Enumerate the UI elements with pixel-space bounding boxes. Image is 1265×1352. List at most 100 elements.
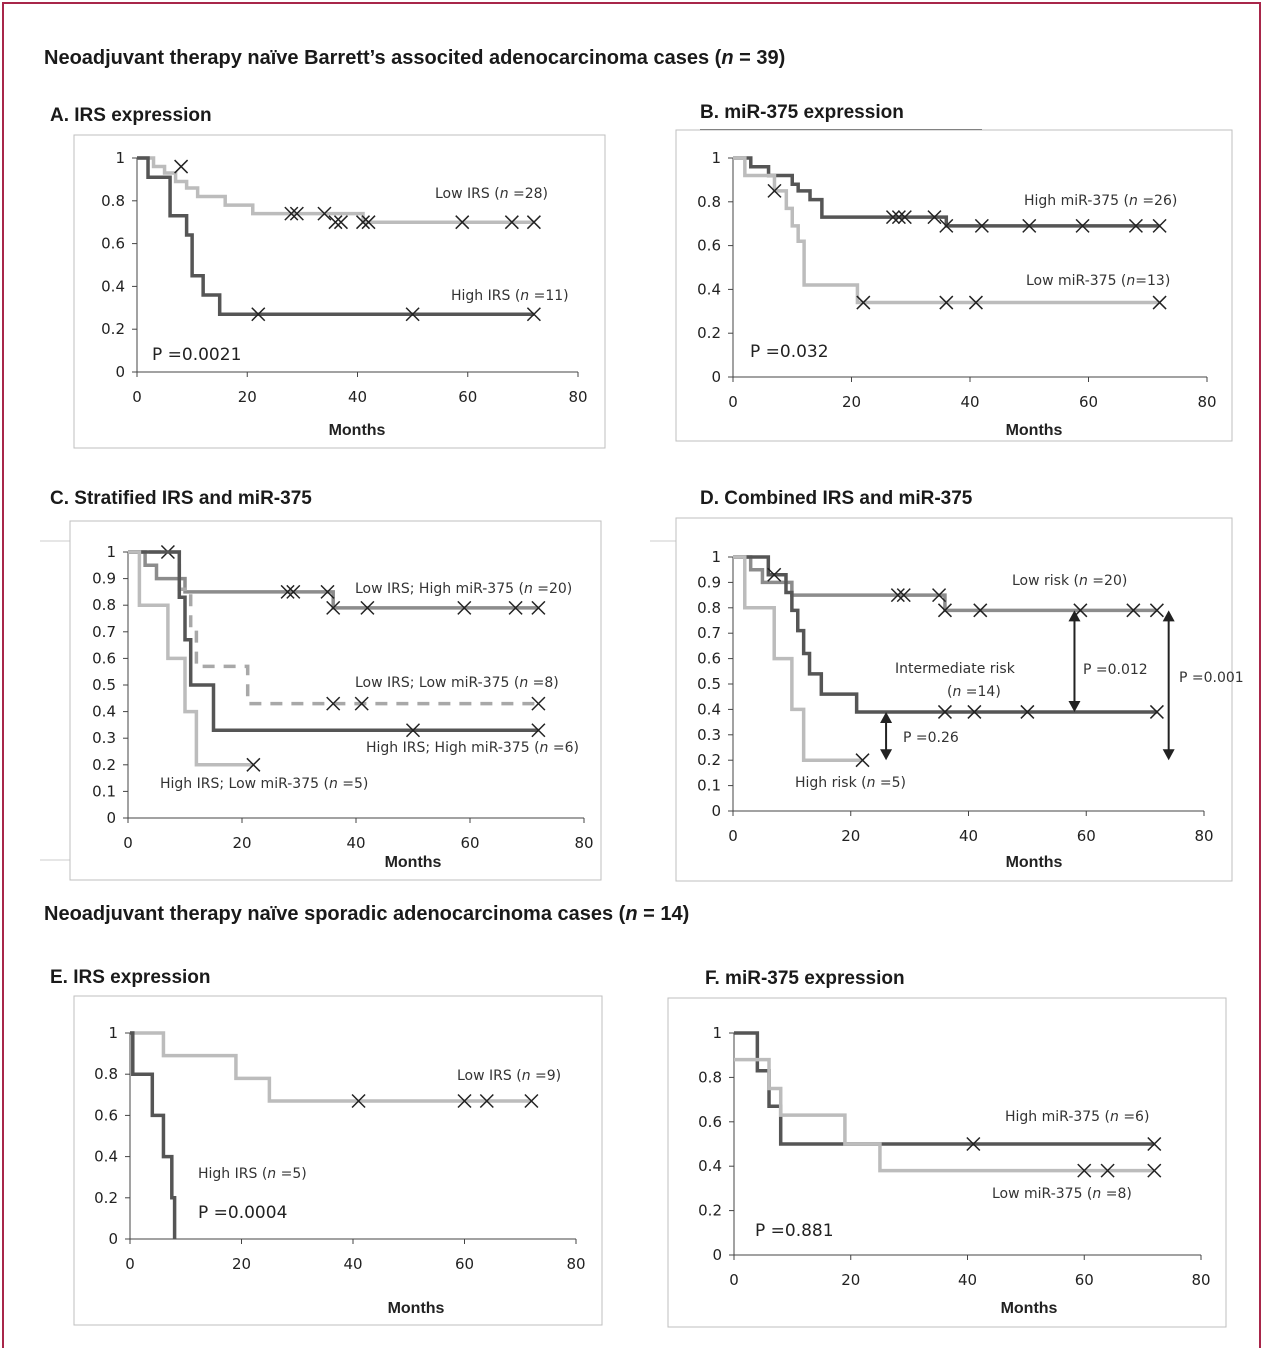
chart-b-censor-mark bbox=[939, 295, 954, 310]
chart-d-xtick-label: 60 bbox=[1077, 827, 1096, 845]
chart-b-censor-mark bbox=[856, 295, 871, 310]
chart-a-plot: 0 0.2 0.4 0.6 0.8 1 0 20 40 60 80 bbox=[101, 149, 587, 406]
chart-c-plot: 0 0.1 0.2 0.3 0.4 0.5 0.6 0.7 0.8 0.9 1 0 20 40 60 80 bbox=[92, 543, 593, 852]
chart-b-xtick-label: 80 bbox=[1197, 393, 1216, 411]
chart-c-xtick-label: 40 bbox=[346, 834, 365, 852]
chart-d-arrow-0 bbox=[880, 711, 893, 761]
chart-b-censor-mark bbox=[1075, 218, 1090, 233]
chart-c-series-3-line bbox=[128, 550, 254, 767]
chart-b-frame bbox=[675, 129, 1233, 442]
chart-d-ytick-label: 0.8 bbox=[697, 599, 721, 617]
chart-d-censor-mark bbox=[937, 603, 952, 618]
chart-f-label-low-mir: Low miR-375 (n =8) bbox=[992, 1186, 1132, 1202]
barretts-heading: Neoadjuvant therapy naïve Barrett’s asso… bbox=[44, 47, 786, 69]
chart-a-censor-mark bbox=[455, 215, 470, 230]
chart-d-ytick-label: 0.3 bbox=[697, 726, 721, 744]
chart-b-plot: 0 0.2 0.4 0.6 0.8 1 0 20 40 60 80 bbox=[697, 149, 1216, 411]
chart-d-xtick-label: 40 bbox=[959, 827, 978, 845]
chart-b-ytick-label: 0.8 bbox=[697, 193, 721, 211]
chart-c-xtick-label: 0 bbox=[123, 834, 133, 852]
chart-d-censor-mark bbox=[1149, 704, 1164, 719]
chart-f-censor-mark bbox=[966, 1136, 981, 1152]
chart-d-censor-mark bbox=[937, 704, 952, 719]
chart-a-censor-mark bbox=[284, 206, 299, 221]
chart-b-ytick-label: 0.4 bbox=[697, 280, 721, 298]
chart-b-ytick-label: 0.2 bbox=[697, 324, 721, 342]
chart-f-label-high-mir: High miR-375 (n =6) bbox=[1005, 1109, 1149, 1125]
chart-c-series-2-line bbox=[128, 550, 539, 732]
chart-a-xlabel: Months bbox=[329, 422, 386, 439]
chart-c-xtick-label: 60 bbox=[460, 834, 479, 852]
chart-d-censor-mark bbox=[1149, 603, 1164, 618]
chart-b-censor-mark bbox=[927, 210, 942, 225]
chart-e-pvalue: P =0.0004 bbox=[198, 1203, 287, 1223]
chart-a-ytick-label: 0.4 bbox=[101, 277, 125, 295]
chart-c-series-0-line bbox=[128, 550, 539, 610]
chart-d-xtick-label: 20 bbox=[841, 827, 860, 845]
chart-b-censor-mark bbox=[968, 295, 983, 310]
chart-a-xtick-label: 80 bbox=[568, 388, 587, 406]
chart-d-censor-mark bbox=[973, 603, 988, 618]
chart-f-ytick-label: 1 bbox=[712, 1024, 722, 1042]
chart-e-xtick-label: 80 bbox=[566, 1255, 585, 1273]
panel-b-title: B. miR-375 expression bbox=[700, 102, 904, 123]
panel-e-title: E. IRS expression bbox=[50, 967, 211, 988]
chart-d-annotation-p026: P =0.26 bbox=[903, 730, 959, 746]
chart-b-censor-mark bbox=[897, 210, 912, 225]
chart-e-ytick-label: 0 bbox=[108, 1230, 118, 1248]
chart-e-series-1-line bbox=[130, 1031, 177, 1239]
chart-d-xtick-label: 0 bbox=[728, 827, 738, 845]
panel-d-title: D. Combined IRS and miR-375 bbox=[700, 488, 973, 509]
chart-b-xlabel: Months bbox=[1006, 422, 1063, 439]
chart-c-ytick-label: 0.2 bbox=[92, 756, 116, 774]
sporadic-heading: Neoadjuvant therapy naïve sporadic adeno… bbox=[44, 903, 690, 925]
chart-a-label-low-irs: Low IRS (n =28) bbox=[435, 186, 548, 202]
chart-a-ytick-label: 0.8 bbox=[101, 192, 125, 210]
chart-e-plot: 0 0.2 0.4 0.6 0.8 1 0 20 40 60 80 bbox=[94, 1024, 585, 1273]
chart-b-series-0-line bbox=[733, 156, 1160, 228]
chart-a-censor-mark bbox=[333, 215, 348, 230]
chart-c-censor-mark bbox=[457, 600, 472, 615]
panel-a-title: A. IRS expression bbox=[50, 105, 212, 126]
chart-a-label-high-irs: High IRS (n =11) bbox=[451, 288, 569, 304]
chart-b-xtick-label: 0 bbox=[728, 393, 738, 411]
chart-d-censor-mark bbox=[896, 588, 911, 603]
chart-a-xtick-label: 20 bbox=[238, 388, 257, 406]
chart-a-pvalue: P =0.0021 bbox=[152, 345, 241, 365]
chart-a-series-1-line bbox=[137, 156, 534, 316]
chart-b-xtick-label: 60 bbox=[1079, 393, 1098, 411]
chart-c-censor-mark bbox=[246, 757, 261, 772]
chart-c-censor-mark bbox=[286, 584, 301, 599]
chart-b-pvalue: P =0.032 bbox=[750, 342, 829, 362]
chart-b-ytick-label: 0 bbox=[711, 368, 721, 386]
chart-c-ytick-label: 0.8 bbox=[92, 596, 116, 614]
chart-c-xlabel: Months bbox=[385, 854, 442, 871]
chart-e-censor-mark bbox=[351, 1093, 366, 1109]
chart-c-ytick-label: 0.1 bbox=[92, 782, 116, 800]
chart-f-ytick-label: 0.2 bbox=[698, 1202, 722, 1220]
chart-f-frame bbox=[667, 997, 1227, 1328]
chart-d-annotation-p0001: P =0.001 bbox=[1179, 670, 1244, 686]
chart-a-series-0-line bbox=[137, 156, 534, 224]
chart-a-xtick-label: 0 bbox=[132, 388, 142, 406]
chart-f-xtick-label: 0 bbox=[729, 1271, 739, 1289]
chart-d-xlabel: Months bbox=[1006, 854, 1063, 871]
chart-b-label-high-mir: High miR-375 (n =26) bbox=[1024, 193, 1177, 209]
chart-a-frame bbox=[73, 134, 606, 449]
chart-e-xtick-label: 0 bbox=[125, 1255, 135, 1273]
chart-c-censor-mark bbox=[405, 723, 421, 738]
chart-f-xlabel: Months bbox=[1001, 1300, 1058, 1317]
chart-d-censor-mark bbox=[1020, 704, 1035, 719]
chart-d-censor-mark bbox=[855, 753, 870, 768]
chart-e-ytick-label: 0.2 bbox=[94, 1189, 118, 1207]
panel-c-title: C. Stratified IRS and miR-375 bbox=[50, 488, 312, 509]
chart-d-frame bbox=[675, 517, 1233, 882]
chart-d-censor-mark bbox=[890, 588, 905, 603]
chart-e-censor-mark bbox=[479, 1093, 494, 1109]
chart-c-ytick-label: 0.5 bbox=[92, 676, 116, 694]
